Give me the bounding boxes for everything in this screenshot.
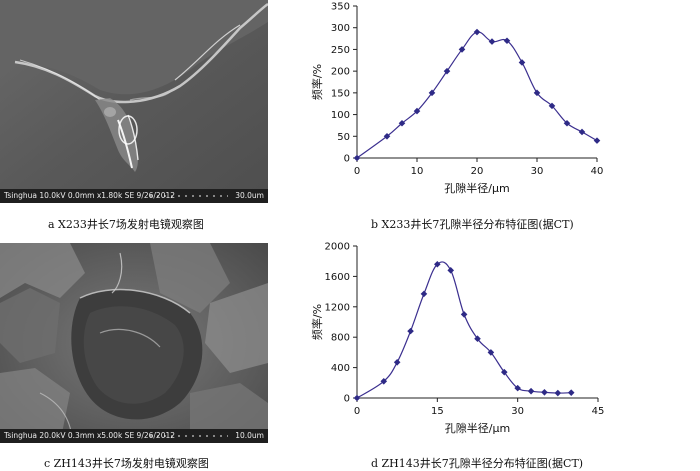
y-tick-label: 150 [331, 88, 350, 99]
x-tick-label: 0 [354, 166, 360, 177]
x-tick-label: 40 [591, 166, 604, 177]
data-point [353, 394, 361, 402]
sem-info-text-a: Tsinghua 10.0kV 0.0mm x1.80k SE 9/26/201… [4, 191, 176, 200]
y-tick-label: 400 [331, 363, 350, 374]
data-point [428, 89, 436, 97]
data-point [500, 368, 508, 376]
data-point [593, 137, 601, 144]
scale-label-a: 30.0um [235, 191, 264, 200]
data-point [488, 38, 496, 45]
x-axis-label: 孔隙半径/μm [444, 181, 509, 195]
data-point [527, 387, 535, 395]
x-tick-label: 20 [471, 166, 484, 177]
scale-bar-c [150, 435, 228, 437]
y-tick-label: 1200 [325, 302, 350, 313]
y-tick-label: 0 [344, 154, 350, 165]
sem-texture-c [0, 243, 268, 443]
y-axis-label: 频率/% [310, 304, 324, 340]
data-point [443, 67, 451, 75]
caption-a: a X233井长7场发射电镜观察图 [48, 218, 204, 231]
x-tick-label: 45 [592, 406, 605, 417]
data-point [458, 46, 466, 53]
data-point [567, 389, 575, 396]
scale-bar-a [150, 195, 228, 197]
data-point [460, 311, 468, 318]
sem-info-text-c: Tsinghua 20.0kV 0.3mm x5.00k SE 9/26/201… [4, 431, 176, 440]
y-tick-label: 1600 [325, 272, 350, 283]
chart-d: 0 400 800 1200 1600 2000 0 15 30 45 孔隙半径/μm 频率/% [310, 242, 605, 436]
data-point [407, 327, 414, 335]
x-tick-label: 15 [431, 406, 444, 417]
data-point [447, 267, 455, 274]
x-tick-label: 30 [511, 406, 524, 417]
x-axis-label: 孔隙半径/μm [445, 421, 510, 435]
y-tick-label: 350 [331, 2, 350, 13]
data-point [473, 28, 481, 36]
x-tick-label: 30 [531, 166, 544, 177]
caption-c: c ZH143井长7场发射电镜观察图 [44, 457, 209, 470]
data-point [383, 132, 391, 140]
x-tick-label: 0 [354, 406, 360, 417]
y-tick-label: 0 [344, 394, 350, 405]
chart-b: 0 50 100 150 200 250 300 350 0 10 20 30 40 孔隙半径/μm 频率/… [310, 2, 604, 196]
data-point [514, 384, 521, 392]
series-line [356, 31, 598, 159]
data-point [413, 107, 421, 115]
sem-texture-a [0, 0, 268, 203]
sem-info-bar-c: Tsinghua 20.0kV 0.3mm x5.00k SE 9/26/201… [0, 429, 268, 443]
y-tick-label: 800 [331, 333, 350, 344]
data-point [487, 349, 495, 356]
data-point [541, 389, 548, 396]
data-point [353, 154, 361, 162]
series-line [356, 261, 572, 399]
data-point [554, 389, 562, 397]
y-axis-label: 频率/% [310, 64, 324, 100]
y-tick-label: 50 [337, 132, 350, 143]
scale-label-c: 10.0um [235, 431, 264, 440]
caption-b: b X233井长7孔隙半径分布特征图(据CT) [371, 218, 574, 231]
caption-d: d ZH143井长7孔隙半径分布特征图(据CT) [371, 457, 584, 470]
data-point [398, 119, 406, 127]
data-point [380, 377, 388, 385]
y-tick-label: 200 [331, 67, 350, 78]
x-tick-label: 10 [411, 166, 424, 177]
y-tick-label: 250 [331, 45, 350, 56]
sem-info-bar-a: Tsinghua 10.0kV 0.0mm x1.80k SE 9/26/201… [0, 189, 268, 203]
data-point [503, 37, 511, 45]
data-point [578, 128, 586, 136]
sem-image-a: Tsinghua 10.0kV 0.0mm x1.80k SE 9/26/201… [0, 0, 268, 203]
data-point [518, 59, 526, 66]
sem-image-c: Tsinghua 20.0kV 0.3mm x5.00k SE 9/26/201… [0, 243, 268, 443]
data-point [420, 290, 428, 298]
data-point [474, 335, 481, 343]
y-tick-label: 100 [331, 110, 350, 121]
y-tick-label: 300 [331, 23, 350, 34]
y-tick-label: 2000 [325, 242, 350, 253]
data-point [393, 358, 401, 366]
